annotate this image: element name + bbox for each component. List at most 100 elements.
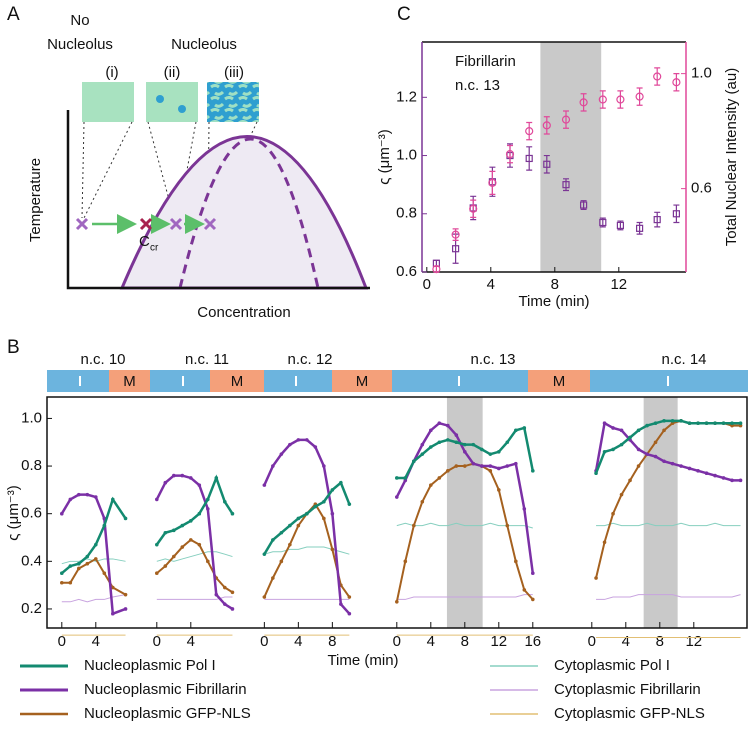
point (488, 469, 493, 473)
critical-symbol: C (139, 233, 150, 250)
error-bar (507, 144, 513, 164)
series-line (156, 551, 233, 562)
point (214, 476, 219, 480)
point (628, 435, 632, 440)
series-line (596, 594, 741, 600)
legend-label: Nucleoplasmic GFP-NLS (84, 705, 251, 722)
error-bar (526, 146, 533, 171)
point (197, 542, 202, 547)
label: (ii) (164, 64, 181, 81)
error-bar (654, 211, 661, 228)
point (687, 466, 692, 471)
cycle-bar (47, 370, 748, 392)
point (163, 530, 168, 535)
label: (iii) (224, 64, 244, 81)
point (738, 478, 743, 483)
point (85, 492, 90, 497)
point (155, 542, 159, 547)
point (488, 464, 493, 468)
point (704, 471, 709, 476)
point (172, 473, 176, 478)
x-tick-label: 0 (58, 633, 66, 650)
y2-tick-label: 1.0 (691, 65, 712, 82)
point (189, 476, 193, 480)
point (480, 464, 484, 468)
point (339, 480, 343, 485)
point (463, 449, 467, 454)
point (429, 428, 433, 433)
point (602, 421, 607, 425)
point (330, 488, 335, 492)
x-tick-label: 0 (393, 633, 401, 650)
error-bar (543, 116, 550, 135)
point (488, 178, 497, 187)
point (670, 461, 675, 466)
panel-a: A No Nucleolus Nucleolus (i) (ii) (iii) … (7, 4, 370, 321)
point (721, 421, 726, 425)
point (94, 542, 98, 547)
mitosis-label: M (231, 373, 244, 390)
point (452, 245, 460, 253)
point (172, 528, 176, 533)
point (230, 590, 235, 595)
legend-label: Cytoplasmic Pol I (554, 657, 670, 674)
point (653, 454, 658, 459)
point (313, 504, 318, 509)
point (60, 571, 64, 576)
x-tick-label: 0 (423, 276, 431, 293)
point (189, 538, 193, 542)
x-tick-label: 4 (92, 633, 100, 650)
label: Nucleolus (47, 36, 113, 53)
point (223, 602, 227, 606)
point (616, 95, 625, 104)
point (611, 426, 615, 430)
point (619, 492, 624, 497)
point (102, 523, 107, 528)
point (288, 542, 292, 547)
series-line (263, 438, 351, 615)
point (531, 469, 535, 473)
point (594, 576, 598, 580)
point (271, 464, 275, 468)
error-bar (543, 154, 550, 174)
point (437, 421, 442, 425)
x-tick-label: 8 (551, 276, 559, 293)
point (636, 428, 641, 433)
point (296, 516, 301, 521)
error-bar (636, 87, 643, 106)
mitosis-box (528, 370, 590, 392)
point (271, 538, 275, 542)
y-tick-label: 1.0 (396, 147, 417, 164)
point (463, 464, 467, 468)
point (230, 607, 235, 611)
point (68, 497, 73, 502)
annotation: n.c. 13 (455, 77, 500, 94)
error-bar (563, 178, 569, 192)
cycle-title: n.c. 11 (185, 351, 229, 368)
point (403, 559, 408, 564)
point (94, 495, 98, 499)
point (163, 564, 168, 568)
point (412, 459, 416, 464)
point (497, 488, 501, 492)
point (68, 580, 73, 585)
x-tick-label: 4 (427, 633, 435, 650)
point (471, 442, 476, 447)
x-tick-label: 12 (610, 276, 627, 293)
point (514, 461, 518, 466)
y-axis-label: ς (μm⁻³) (5, 485, 22, 540)
label: No (70, 12, 89, 29)
droplet (178, 105, 186, 113)
point (730, 478, 734, 483)
point (636, 447, 641, 452)
point (451, 230, 460, 239)
cycle-title: n.c. 10 (80, 351, 125, 368)
x-tick-label: 8 (461, 633, 469, 650)
point (662, 428, 666, 433)
phase-box (146, 82, 198, 122)
error-bar (654, 67, 661, 86)
point (611, 511, 615, 516)
point (111, 497, 115, 502)
